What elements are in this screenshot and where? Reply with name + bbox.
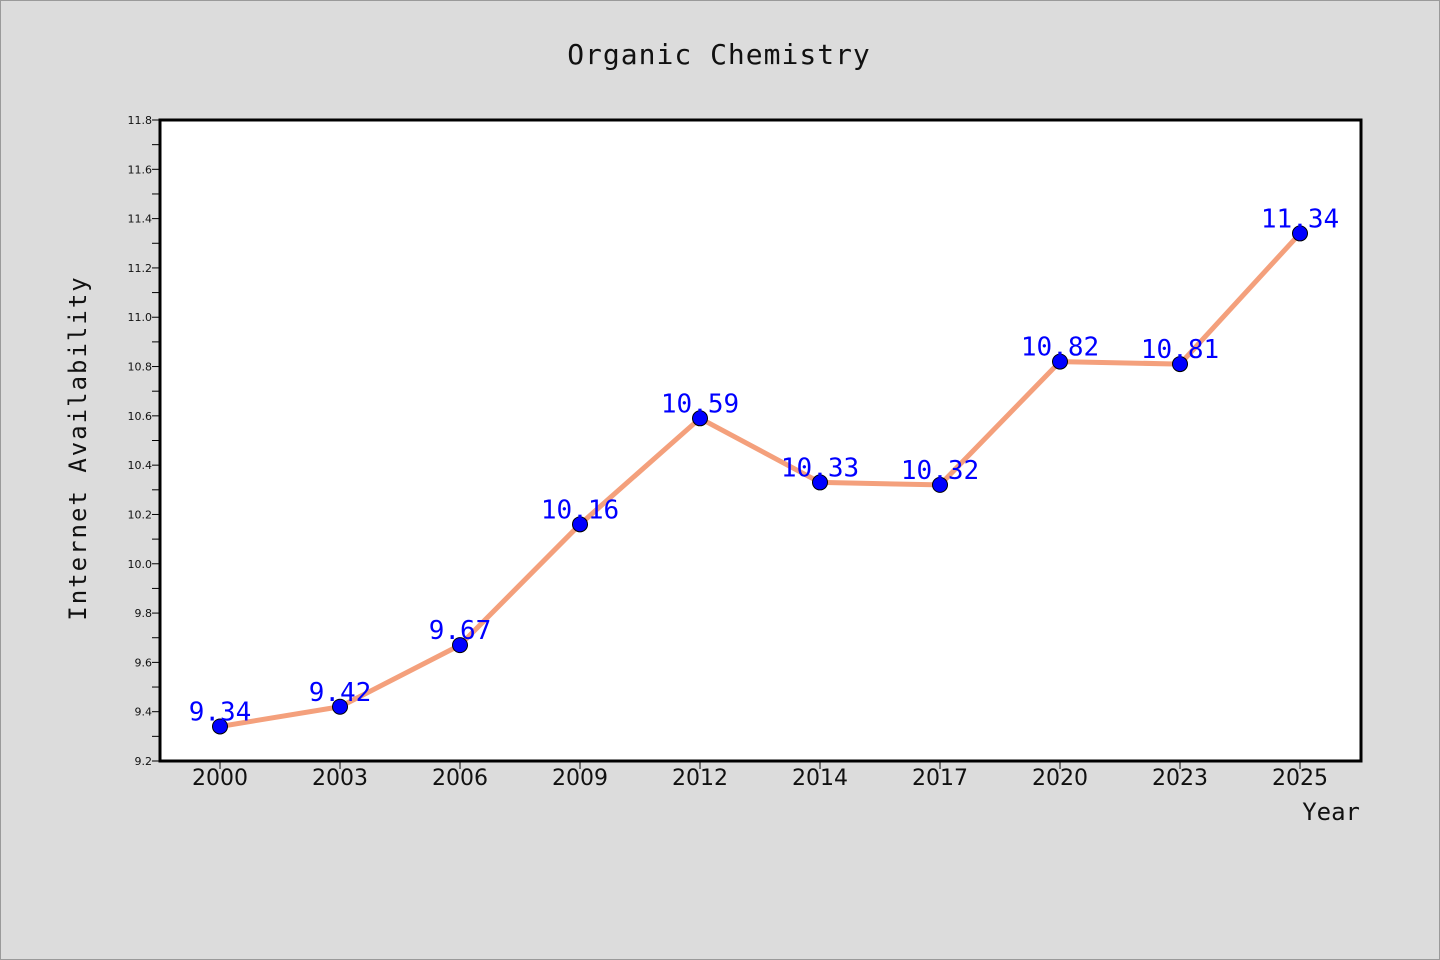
series-layer	[212, 225, 1308, 735]
y-axis-label: Internet Availability	[64, 275, 92, 620]
x-axis-label: Year	[1302, 798, 1360, 826]
series-line	[217, 230, 1303, 729]
data-point	[572, 516, 588, 533]
x-tick-label: 2023	[1152, 766, 1208, 791]
y-tick-label: 9.4	[135, 706, 153, 719]
y-tick-label: 11.4	[128, 213, 153, 226]
data-label: 11.34	[1261, 204, 1339, 234]
y-tick-label: 10.2	[128, 508, 153, 521]
y-axis: 9.2 9.4 9.6 9.8 10.0 10.2 10.4 10.6 10.8 11.0 11.2…	[128, 114, 160, 768]
data-label: 10.59	[661, 389, 739, 419]
y-tick-label: 9.8	[135, 607, 153, 620]
data-point	[452, 637, 468, 654]
x-tick-label: 2000	[192, 766, 248, 791]
x-tick-label: 2003	[312, 766, 368, 791]
data-labels: 9.34 9.42 9.67 10.16 10.59 10.33 10.32 10.82 10.…	[189, 204, 1339, 727]
y-tick-label: 9.2	[135, 755, 153, 768]
data-label: 9.34	[189, 697, 252, 727]
data-point	[1052, 353, 1068, 370]
data-label: 9.42	[309, 678, 372, 708]
y-tick-label: 10.8	[128, 361, 153, 374]
y-tick-label: 11.0	[128, 311, 153, 324]
data-label: 10.82	[1021, 333, 1099, 363]
x-tick-label: 2025	[1272, 766, 1328, 791]
data-point	[812, 474, 828, 491]
y-tick-label: 10.6	[128, 410, 153, 423]
data-point	[212, 718, 228, 735]
data-label: 10.33	[781, 453, 859, 483]
x-tick-label: 2014	[792, 766, 848, 791]
x-tick-label: 2009	[552, 766, 608, 791]
data-point	[1172, 356, 1188, 373]
data-label: 10.32	[901, 456, 979, 486]
y-tick-label: 11.8	[128, 114, 153, 127]
data-point	[1292, 225, 1308, 242]
x-tick-label: 2017	[912, 766, 968, 791]
y-tick-label: 11.6	[128, 163, 153, 176]
x-tick-label: 2020	[1032, 766, 1088, 791]
x-tick-label: 2012	[672, 766, 728, 791]
y-tick-label: 10.4	[128, 459, 153, 472]
data-label: 10.16	[541, 495, 619, 525]
data-point	[932, 476, 948, 493]
x-axis: 2000 2003 2006 2009 2012 2014 2017 2020 2023 2025	[192, 761, 1328, 791]
data-point	[332, 698, 348, 715]
x-tick-label: 2006	[432, 766, 488, 791]
data-label: 10.81	[1141, 335, 1219, 365]
y-tick-label: 9.6	[135, 656, 153, 669]
y-tick-label: 10.0	[128, 558, 153, 571]
plot-area	[158, 118, 1363, 763]
y-tick-label: 11.2	[128, 262, 153, 275]
data-label: 9.67	[429, 616, 492, 646]
chart-title: Organic Chemistry	[567, 38, 871, 71]
data-point	[692, 410, 708, 427]
